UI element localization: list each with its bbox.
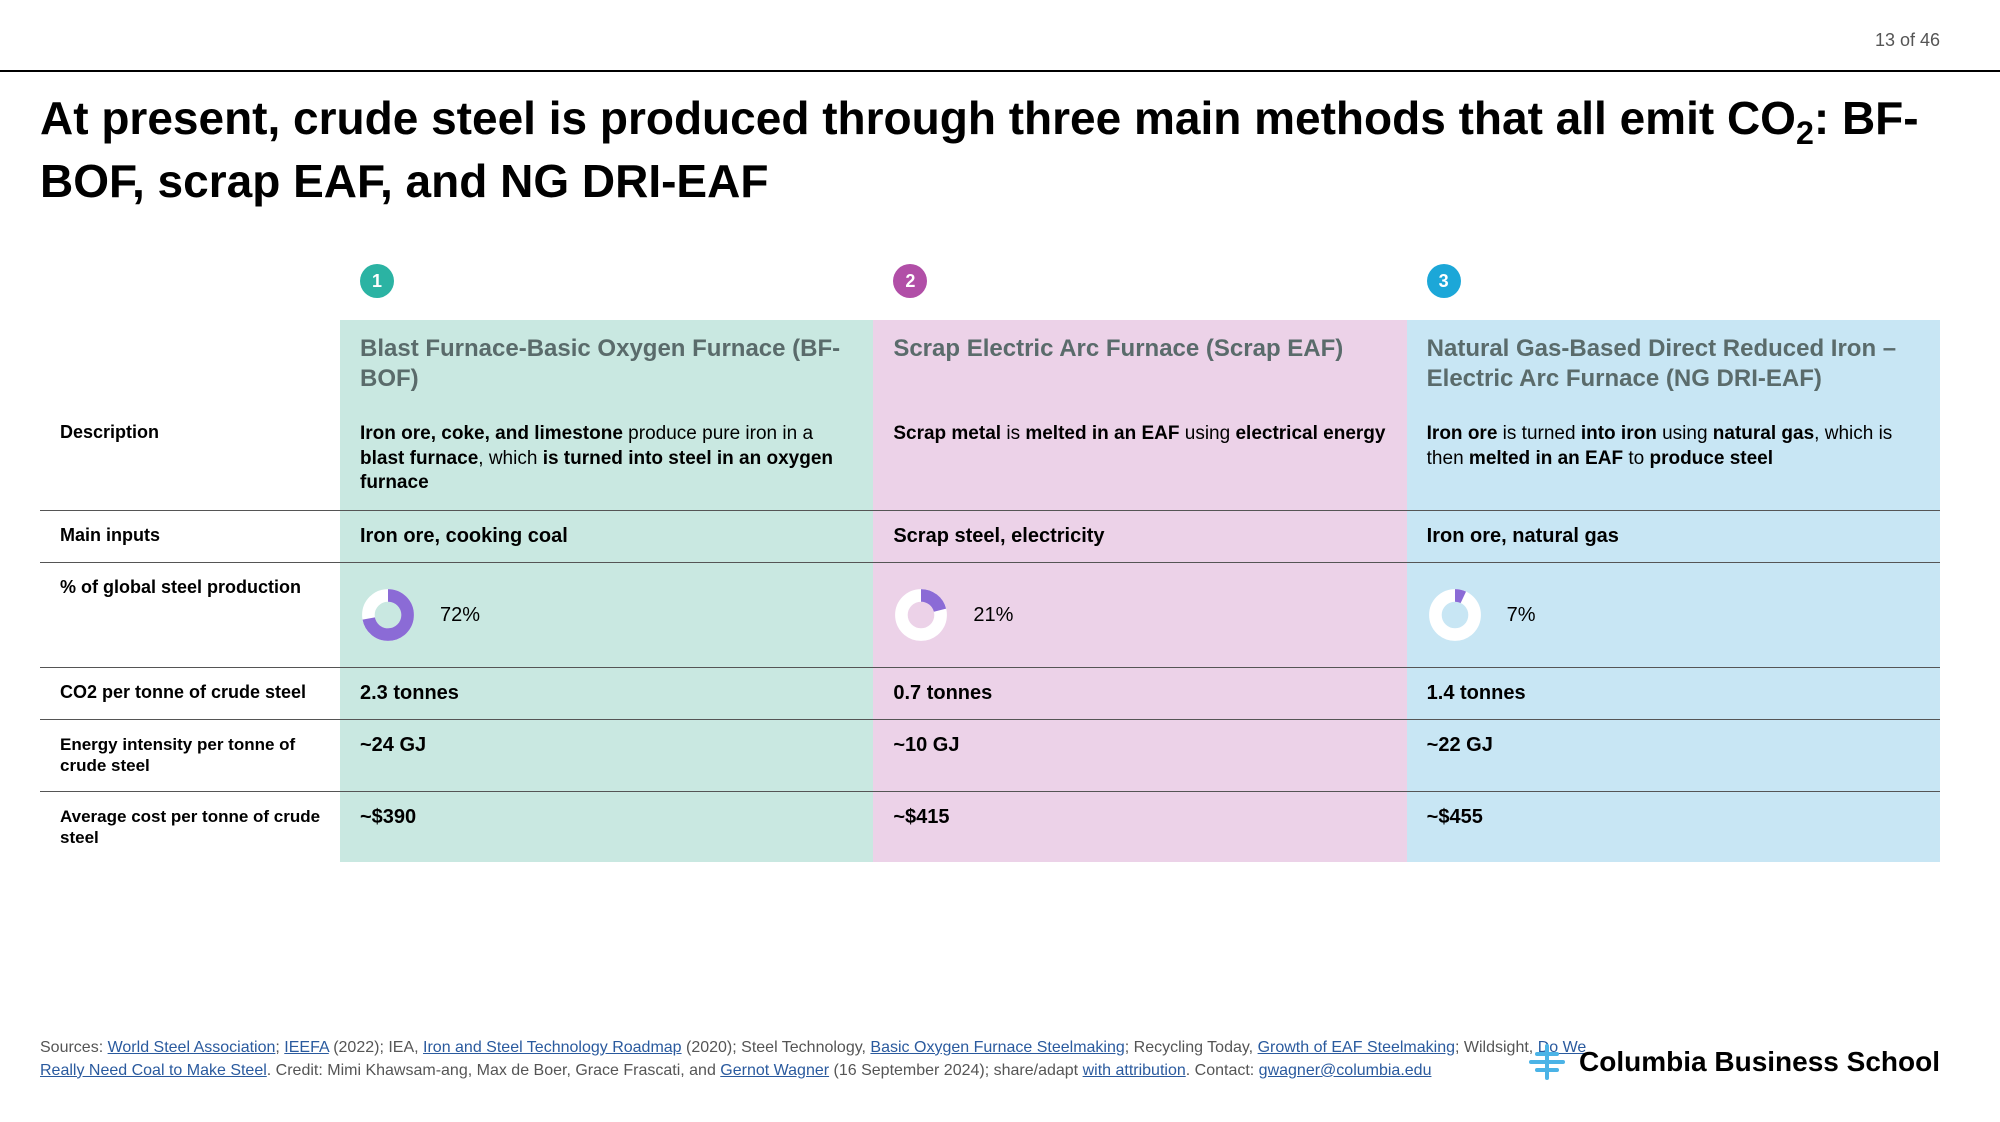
donut-chart-2 (893, 587, 949, 643)
method-name-2: Scrap Electric Arc Furnace (Scrap EAF) (893, 334, 1386, 364)
desc-2: Scrap metal is melted in an EAF using el… (893, 422, 1386, 447)
columbia-logo-icon (1527, 1042, 1567, 1082)
row-label-energy: Energy intensity per tonne of crude stee… (40, 720, 340, 792)
row-description: Description Iron ore, coke, and limeston… (40, 408, 1940, 511)
method-badge-3: 3 (1427, 264, 1461, 298)
sources-footer: Sources: World Steel Association; IEEFA … (40, 1036, 1620, 1082)
cost-3: ~$455 (1427, 806, 1483, 828)
row-co2: CO2 per tonne of crude steel 2.3 tonnes … (40, 668, 1940, 720)
slide-page: 13 of 46 At present, crude steel is prod… (0, 0, 2000, 1122)
logo-text: Columbia Business School (1579, 1046, 1940, 1078)
row-cost: Average cost per tonne of crude steel ~$… (40, 791, 1940, 862)
energy-3: ~22 GJ (1427, 734, 1493, 756)
method-badge-2: 2 (893, 264, 927, 298)
pct-label-3: 7% (1507, 604, 1536, 627)
row-pct-global: % of global steel production 72% 21% (40, 563, 1940, 668)
row-label-inputs: Main inputs (40, 511, 340, 563)
co2-3: 1.4 tonnes (1427, 682, 1526, 704)
inputs-2: Scrap steel, electricity (893, 525, 1104, 547)
donut-chart-1 (360, 587, 416, 643)
row-label-cost: Average cost per tonne of crude steel (40, 791, 340, 862)
desc-3: Iron ore is turned into iron using natur… (1427, 422, 1920, 471)
top-rule (0, 70, 2000, 72)
row-energy: Energy intensity per tonne of crude stee… (40, 720, 1940, 792)
slide-title: At present, crude steel is produced thro… (40, 90, 1940, 211)
method-name-1: Blast Furnace-Basic Oxygen Furnace (BF-B… (360, 334, 853, 394)
donut-chart-3 (1427, 587, 1483, 643)
energy-1: ~24 GJ (360, 734, 426, 756)
inputs-1: Iron ore, cooking coal (360, 525, 568, 547)
method-name-row: Blast Furnace-Basic Oxygen Furnace (BF-B… (40, 320, 1940, 408)
badge-row: 1 2 3 (40, 250, 1940, 320)
row-main-inputs: Main inputs Iron ore, cooking coal Scrap… (40, 511, 1940, 563)
co2-1: 2.3 tonnes (360, 682, 459, 704)
cost-2: ~$415 (893, 806, 949, 828)
comparison-table: 1 2 3 Blast Furnace-Basic Oxygen Furnace… (40, 250, 1940, 862)
row-label-co2: CO2 per tonne of crude steel (40, 668, 340, 720)
pct-label-1: 72% (440, 604, 480, 627)
pct-label-2: 21% (973, 604, 1013, 627)
inputs-3: Iron ore, natural gas (1427, 525, 1619, 547)
desc-1: Iron ore, coke, and limestone produce pu… (360, 422, 853, 496)
energy-2: ~10 GJ (893, 734, 959, 756)
co2-2: 0.7 tonnes (893, 682, 992, 704)
row-label-pct: % of global steel production (40, 563, 340, 668)
cost-1: ~$390 (360, 806, 416, 828)
method-name-3: Natural Gas-Based Direct Reduced Iron – … (1427, 334, 1920, 394)
columbia-logo: Columbia Business School (1527, 1042, 1940, 1082)
method-badge-1: 1 (360, 264, 394, 298)
row-label-description: Description (40, 408, 340, 511)
page-number: 13 of 46 (1875, 30, 1940, 51)
